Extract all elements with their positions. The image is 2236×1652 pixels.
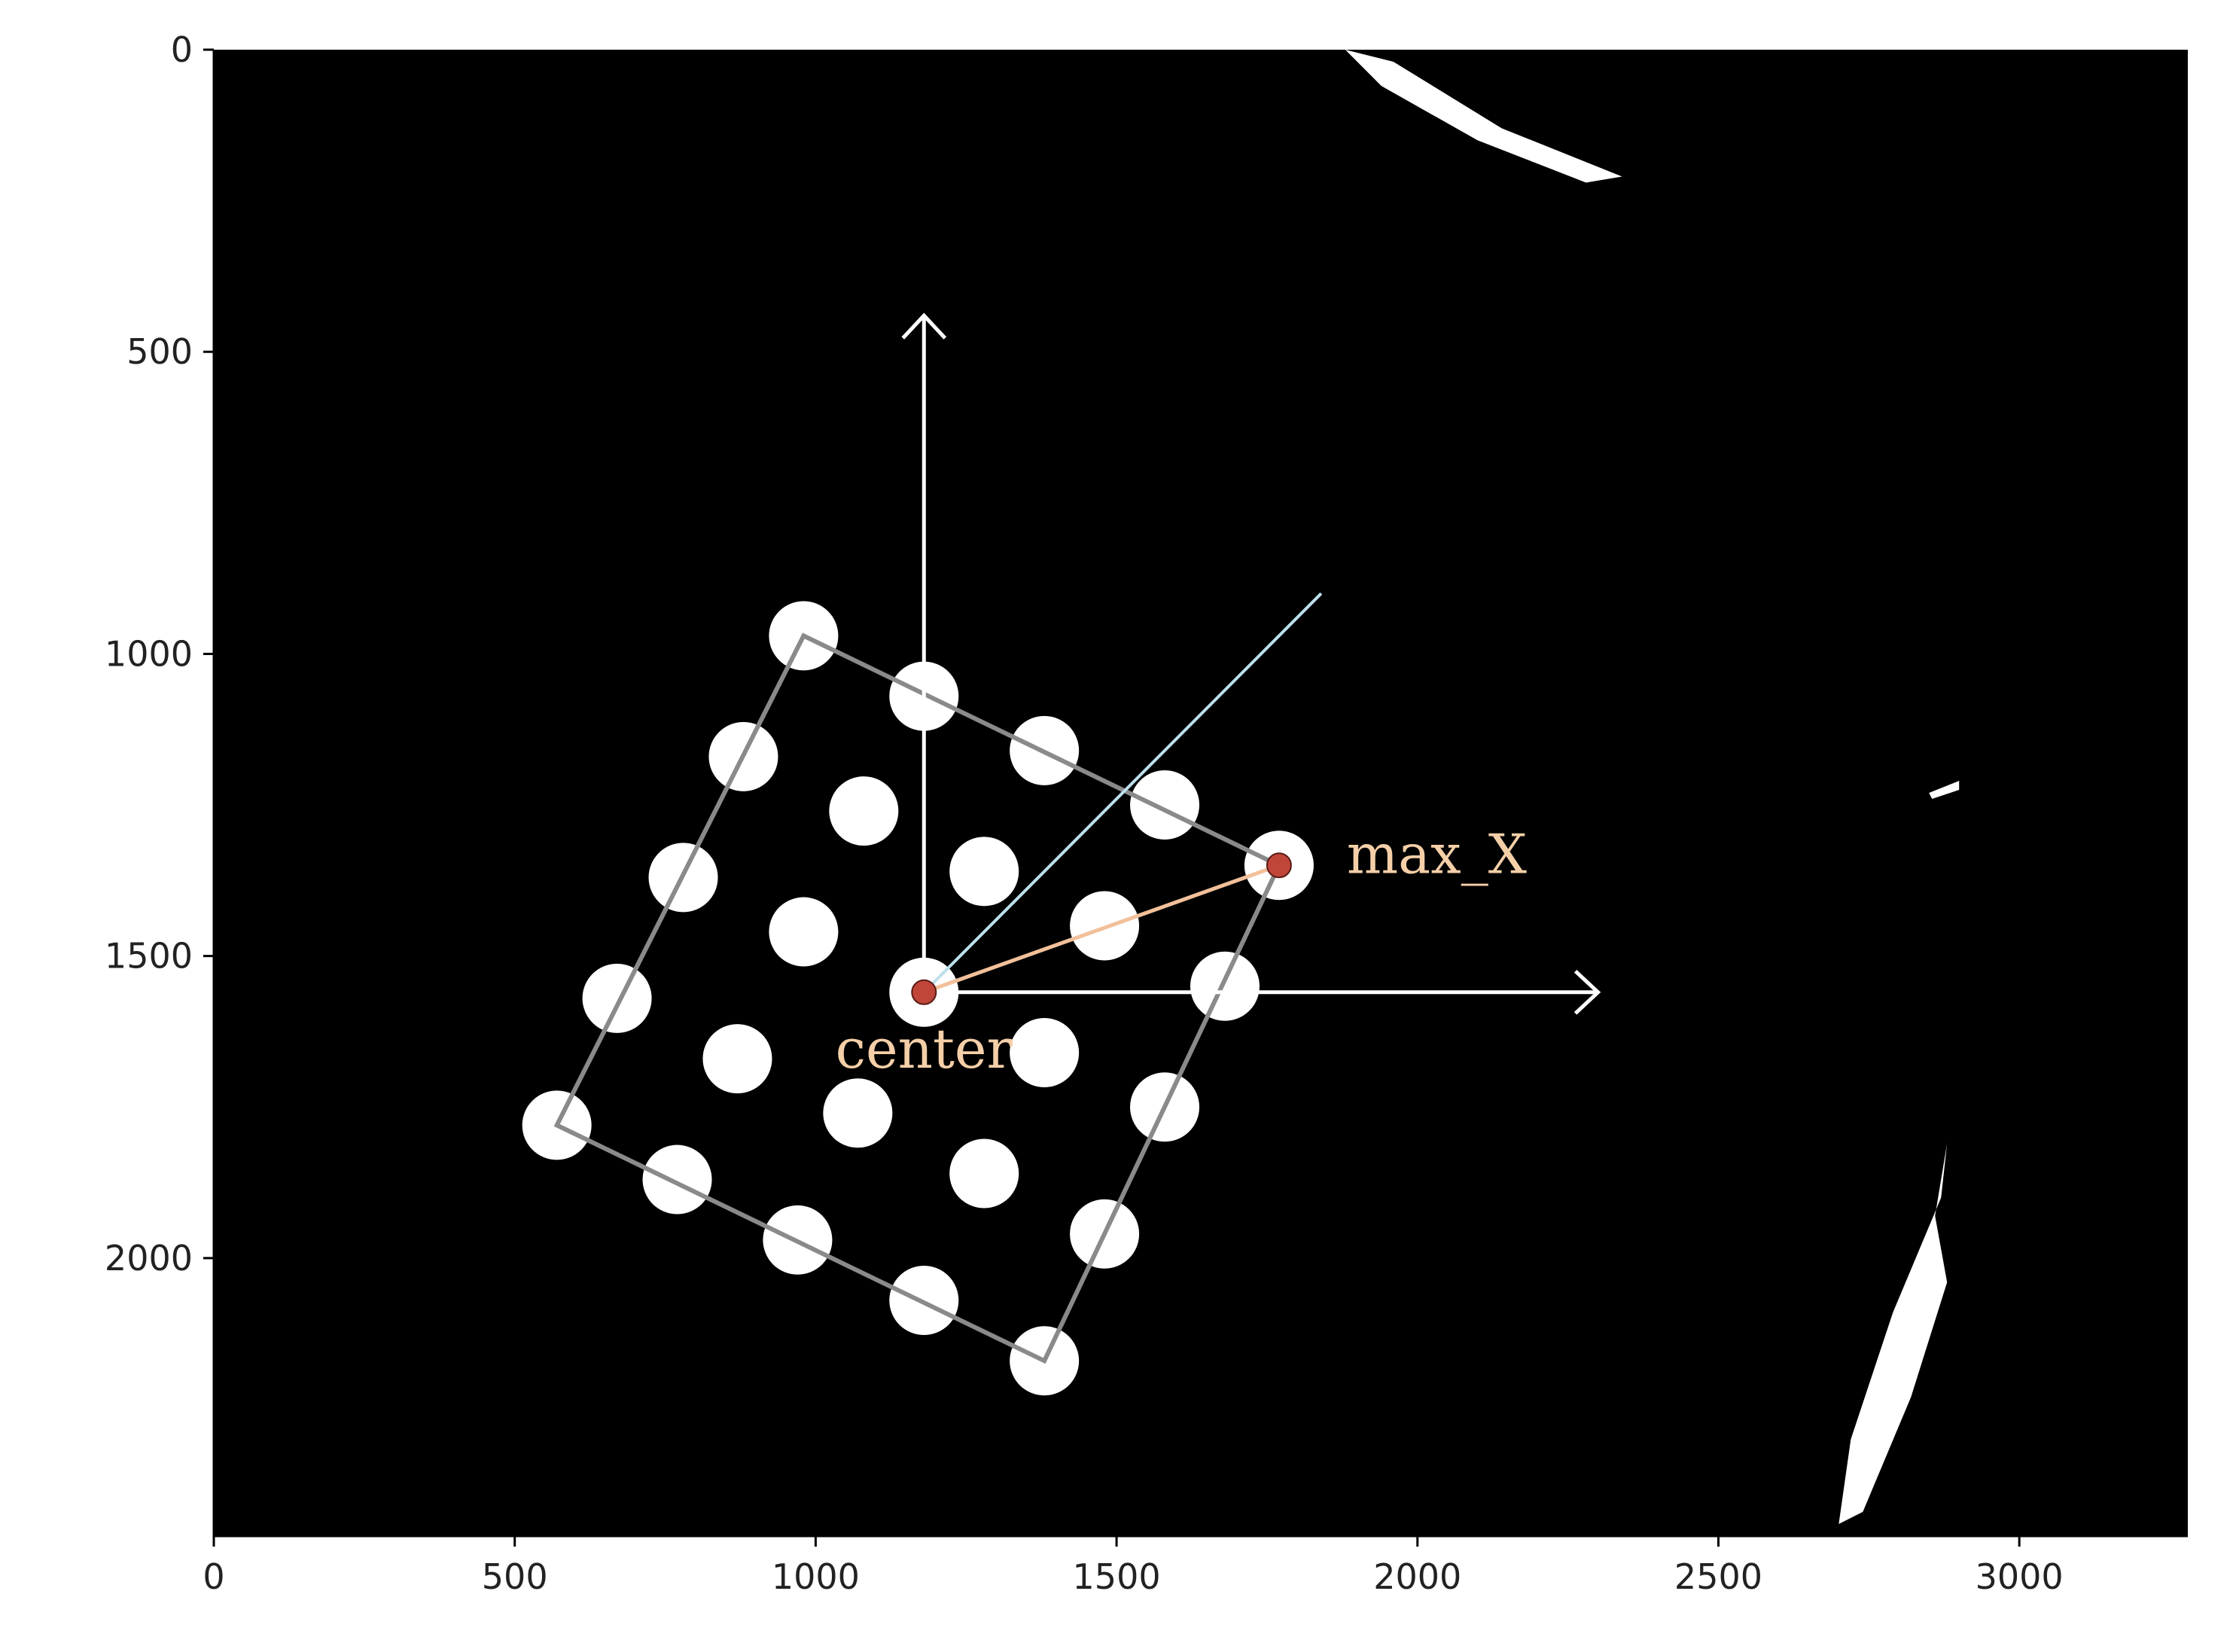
dot-22 — [642, 1145, 712, 1215]
horizontal-arrow-head — [1573, 969, 1601, 1015]
dot-16 — [582, 963, 652, 1033]
dot-18 — [823, 1078, 893, 1148]
x-tick-label-500: 500 — [482, 1556, 548, 1597]
center-marker — [911, 979, 937, 1005]
axes: 0 500 1000 1500 2000 2500 3000 0 500 1000 1500 2000 — [105, 29, 2188, 1597]
x-tick-label-1000: 1000 — [772, 1556, 860, 1597]
dot-14 — [1010, 1018, 1080, 1088]
y-tick-label-0: 0 — [171, 29, 193, 70]
vertical-arrow-head — [901, 312, 947, 340]
white-blob-3 — [1929, 780, 1960, 800]
plot-background — [214, 50, 2188, 1536]
y-tick-label-1000: 1000 — [105, 633, 193, 674]
dot-4 — [1130, 770, 1200, 840]
chart-marks — [522, 50, 1960, 1524]
y-tick-label-1500: 1500 — [105, 936, 193, 977]
y-tick-label-500: 500 — [126, 331, 193, 372]
dot-7 — [829, 776, 899, 846]
max-x-marker — [1266, 852, 1292, 879]
x-tick-label-3000: 3000 — [1976, 1556, 2064, 1597]
dot-12 — [769, 897, 839, 967]
dot-8 — [949, 837, 1019, 907]
max-x-segment — [923, 863, 1280, 995]
plot-area — [214, 50, 2188, 1536]
dot-10 — [1190, 951, 1260, 1021]
white-blob-1 — [1345, 50, 1622, 183]
x-tick-label-2500: 2500 — [1674, 1556, 1762, 1597]
y-tick-label-2000: 2000 — [105, 1238, 193, 1279]
dot-19 — [949, 1138, 1019, 1209]
center-annotation: center — [836, 1017, 1013, 1081]
grid-outline — [553, 632, 1282, 1364]
x-tick-label-1500: 1500 — [1073, 1556, 1161, 1597]
x-tick-label-0: 0 — [203, 1556, 224, 1597]
diagonal-line — [922, 592, 1323, 994]
dot-17 — [702, 1024, 772, 1094]
max-x-annotation: max_X — [1347, 822, 1527, 885]
white-blob-2 — [1838, 1143, 1948, 1524]
x-tick-label-2000: 2000 — [1373, 1556, 1461, 1597]
